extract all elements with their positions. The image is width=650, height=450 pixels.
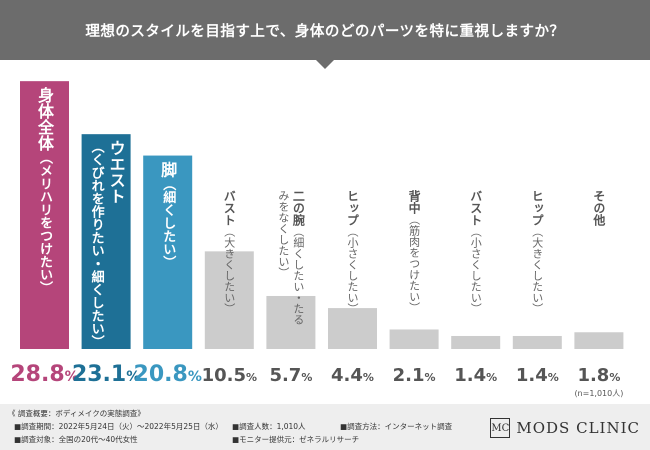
category-label-8: バスト（小さくしたい）: [469, 190, 483, 314]
category-sub-4: （大きくしたい）: [223, 226, 236, 314]
category-main-2: ウエスト: [107, 140, 126, 204]
bar-3: [143, 155, 193, 349]
value-label-4: 10.5%: [202, 365, 257, 386]
category-label-2-col1: （くびれを作りたい・細くしたい）: [89, 140, 106, 348]
category-main-5: 二の腕: [291, 190, 305, 227]
value-label-10: 1.8%: [577, 365, 620, 386]
survey-footer: 《 調査概要：ボディメイクの実態調査》 ■調査期間：2022年5月24日（火）～…: [0, 404, 650, 450]
category-main-6: ヒップ: [346, 190, 360, 226]
category-label-10: その他: [592, 190, 606, 227]
bar-8: [451, 335, 501, 349]
category-label-5-col2: みをなくしたい）: [277, 190, 290, 278]
value-label-3: 20.8%: [134, 362, 202, 387]
title-pointer-icon: [316, 60, 334, 69]
category-label-7: 背中（筋肉をつけたい）: [407, 189, 421, 313]
category-sub-5: （細くしたい・たる: [292, 226, 305, 325]
logo-mark-icon: MC: [490, 418, 511, 438]
bar-7: [389, 329, 439, 349]
bar-10: [574, 332, 624, 349]
logo-text: MODS CLINIC: [516, 419, 640, 437]
category-sub-2: （くびれを作りたい・細くしたい）: [89, 140, 106, 348]
bar-6: [328, 308, 377, 349]
value-label-5: 5.7%: [269, 365, 312, 386]
bar-5: [266, 295, 316, 349]
category-main-10: その他: [592, 190, 606, 227]
category-label-4: バスト（大きくしたい）: [222, 190, 236, 314]
category-sub-5: みをなくしたい）: [277, 190, 290, 278]
category-sub-3: （細くしたい）: [160, 178, 177, 269]
brand-logo: MC MODS CLINIC: [490, 418, 640, 438]
survey-overview: 《 調査概要：ボディメイクの実態調査》: [8, 409, 145, 418]
bar-9: [512, 335, 562, 349]
category-sub-9: （大きくしたい）: [531, 226, 544, 314]
value-label-1: 28.8%: [10, 362, 78, 387]
category-label-1: 身体全体（メリハリをつけたい）: [35, 86, 55, 294]
category-main-9: ヒップ: [530, 190, 544, 226]
category-sub-8: （小さくしたい）: [469, 226, 482, 314]
value-label-6: 4.4%: [331, 365, 374, 386]
value-label-2: 23.1%: [72, 362, 140, 387]
category-sub-1: （メリハリをつけたい）: [37, 151, 54, 294]
category-main-4: バスト: [222, 190, 236, 226]
category-main-3: 脚: [158, 162, 177, 179]
bar-chart: 身体全体（メリハリをつけたい） 28.8% （くびれを作りたい・細くしたい） ウエスト…: [10, 81, 624, 398]
value-label-9: 1.4%: [516, 365, 559, 386]
survey-people: ■調査人数：1,010人: [232, 422, 306, 431]
bar-2: [81, 134, 131, 349]
survey-period: ■調査期間：2022年5月24日（火）～2022年5月25日（水）: [14, 422, 223, 431]
value-label-7: 2.1%: [393, 365, 436, 386]
category-label-3: 脚（細くしたい）: [158, 162, 177, 269]
category-label-5-col1: 二の腕（細くしたい・たる: [291, 190, 305, 325]
category-main-1: 身体全体: [35, 86, 55, 152]
sample-size-note: (n=1,010人): [574, 389, 623, 398]
category-label-6: ヒップ（小さくしたい）: [346, 190, 360, 314]
value-label-8: 1.4%: [454, 365, 497, 386]
category-sub-7: （筋肉をつけたい）: [408, 214, 421, 313]
survey-method: ■調査方法：インターネット調査: [340, 422, 453, 431]
survey-target: ■調査対象：全国の20代～40代女性: [14, 435, 138, 444]
chart-title: 理想のスタイルを目指す上で、身体のどのパーツを特に重視しますか？: [85, 23, 565, 40]
category-main-8: バスト: [469, 190, 483, 226]
survey-provider: ■モニター提供元：ゼネラルリサーチ: [232, 435, 360, 444]
category-main-7: 背中: [407, 189, 421, 215]
category-sub-6: （小さくしたい）: [346, 226, 359, 314]
chart-title-bar: 理想のスタイルを目指す上で、身体のどのパーツを特に重視しますか？: [0, 0, 650, 60]
category-label-9: ヒップ（大きくしたい）: [530, 190, 544, 314]
bar-4: [204, 251, 254, 349]
category-label-2-col2: ウエスト: [107, 140, 126, 204]
bar-1: [20, 81, 69, 349]
